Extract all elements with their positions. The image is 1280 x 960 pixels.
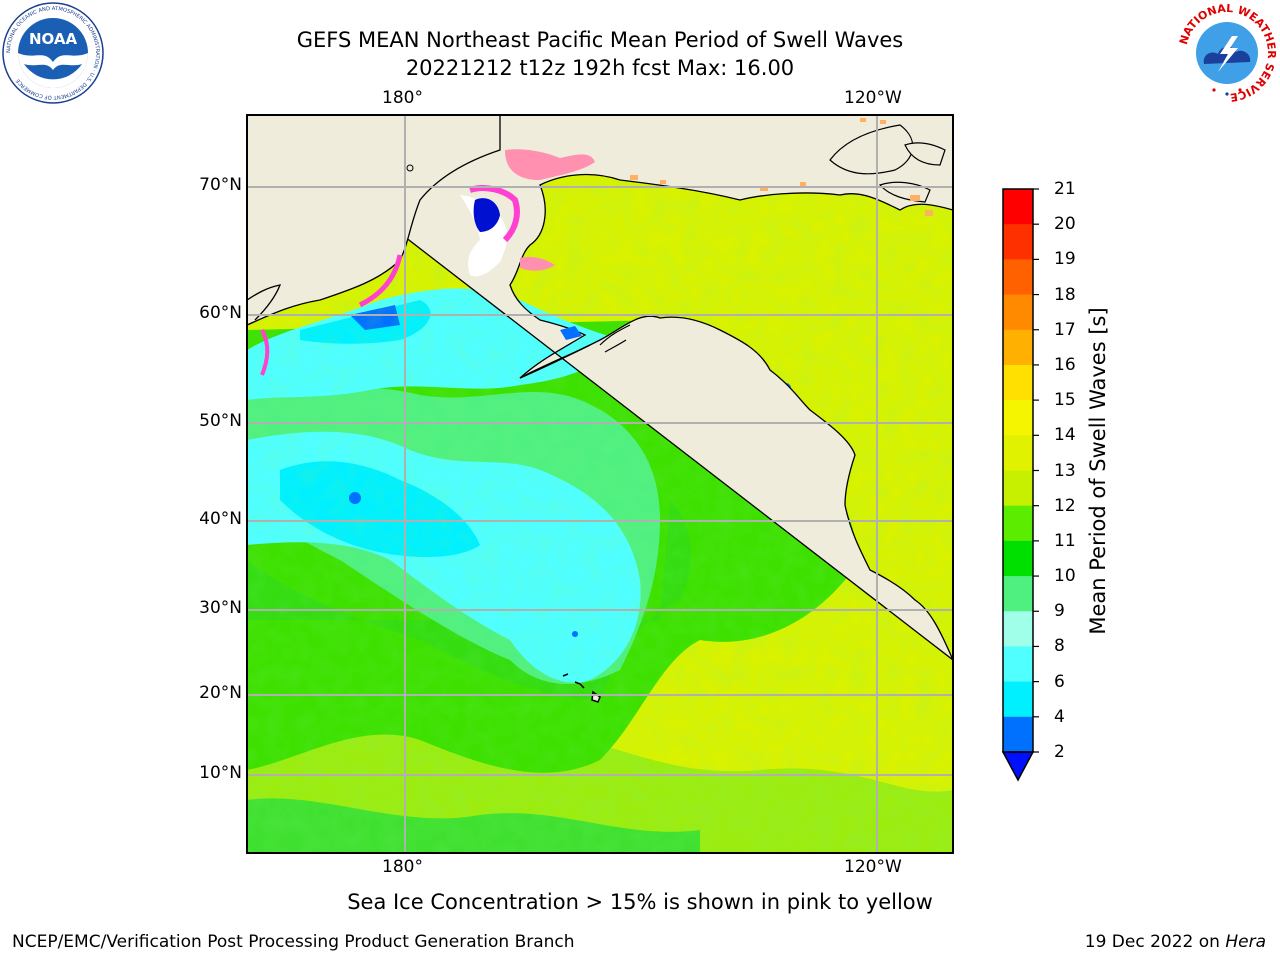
map-subtitle: 20221212 t12z 192h fcst Max: 16.00 [405,56,795,80]
map-border [246,114,954,854]
colorbar-tick-label: 2 [1054,742,1065,762]
footer-credit: NCEP/EMC/Verification Post Processing Pr… [12,932,575,952]
colorbar-segment [1003,224,1033,260]
lat-label-40n: 40°N [199,509,242,529]
colorbar-tick-label: 12 [1054,495,1076,516]
lat-label-70n: 70°N [199,175,242,195]
footer-host: Hera [1225,932,1266,952]
colorbar-segment [1003,470,1033,507]
colorbar-tick-label: 16 [1054,354,1076,375]
lon-label-top-120w: 120°W [844,88,902,108]
colorbar-tick-label: 19 [1054,249,1076,270]
colorbar-tick-label: 9 [1054,601,1065,622]
colorbar-tick-label: 11 [1054,530,1076,551]
colorbar-tick-label: 10 [1054,566,1076,587]
footer-date: 19 Dec 2022 on Hera [1085,932,1266,952]
colorbar-segment [1003,540,1033,577]
colorbar-segment [1003,259,1033,296]
lat-label-10n: 10°N [199,763,242,783]
lat-label-20n: 20°N [199,683,242,703]
colorbar-segment [1003,189,1033,225]
lon-label-bottom-120w: 120°W [844,857,902,877]
lat-label-50n: 50°N [199,411,242,431]
colorbar-segment [1003,576,1033,612]
footer-date-text: 19 Dec 2022 on [1084,932,1226,952]
colorbar-tick-label: 8 [1054,636,1065,657]
colorbar-tick-label: 13 [1054,460,1076,481]
colorbar-tick-label: 21 [1054,179,1076,199]
noaa-logo-text: NOAA [29,30,78,48]
colorbar-under-arrow [1001,751,1035,782]
colorbar-label: Mean Period of Swell Waves [s] [1086,307,1110,635]
sea-ice-note: Sea Ice Concentration > 15% is shown in … [347,890,933,914]
lat-label-30n: 30°N [199,598,242,618]
colorbar-segment [1003,681,1033,718]
colorbar-segment [1003,435,1033,471]
colorbar-tick-label: 15 [1054,390,1076,411]
colorbar-segment [1003,400,1033,436]
colorbar-segment [1003,611,1033,647]
colorbar-segment [1003,646,1033,683]
colorbar-segment [1003,364,1033,401]
noaa-logo-icon: NATIONAL OCEANIC AND ATMOSPHERIC ADMINIS… [2,2,104,104]
colorbar-tick-label: 14 [1054,425,1076,446]
colorbar-segment [1003,716,1033,753]
colorbar-tick-label: 17 [1054,319,1076,340]
nws-logo-icon: NATIONAL WEATHER SERVICE [1177,2,1278,104]
lat-label-60n: 60°N [199,303,242,323]
map-panel [247,115,953,853]
map-title: GEFS MEAN Northeast Pacific Mean Period … [296,28,904,52]
colorbar-tick-label: 4 [1054,706,1065,727]
lon-label-bottom-180: 180° [382,857,423,877]
colorbar-tick-label: 18 [1054,284,1076,305]
colorbar-tick-label: 20 [1054,214,1076,235]
lon-label-top-180: 180° [382,88,423,108]
colorbar-tick-label: 6 [1054,671,1065,692]
colorbar [1001,188,1039,782]
north-america-land [247,115,953,661]
colorbar-segment [1003,505,1033,542]
colorbar-segment [1003,294,1033,331]
graticule [247,115,953,853]
colorbar-segment [1003,329,1033,366]
